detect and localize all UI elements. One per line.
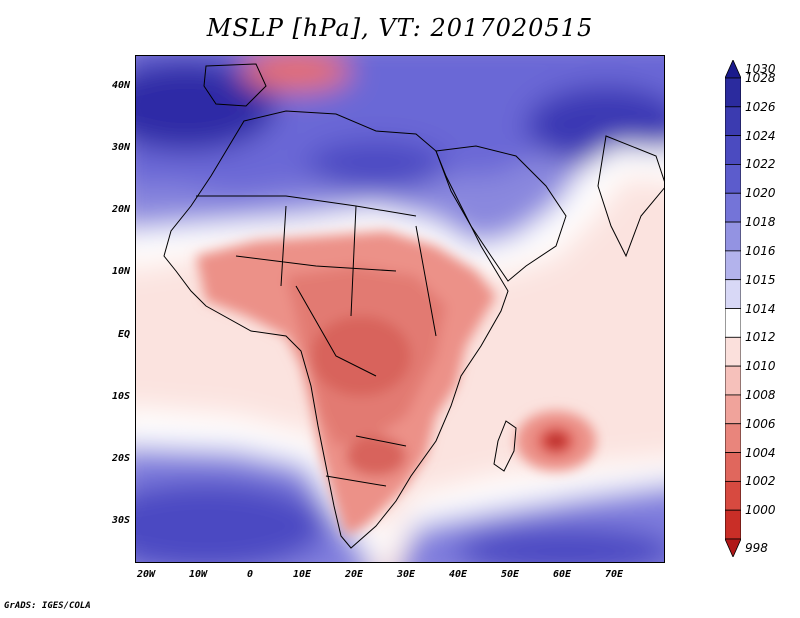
lon-label-50e: 50E [500, 569, 520, 580]
colorbar-label: 1014 [745, 301, 776, 316]
colorbar-swatch [725, 336, 741, 367]
colorbar-label: 1004 [745, 445, 776, 460]
africa-coastline [163, 110, 509, 549]
colorbar-swatch [725, 279, 741, 309]
madagascar-coastline [493, 420, 517, 472]
lat-label-10s: 10S [111, 391, 130, 402]
lat-label-eq: EQ [117, 329, 130, 340]
colorbar-label: 998 [745, 541, 768, 555]
colorbar-swatch [725, 164, 741, 194]
colorbar-swatch [725, 106, 741, 137]
colorbar-label: 1015 [745, 272, 776, 287]
lon-label-70e: 70E [604, 569, 624, 580]
lat-label-40n: 40N [111, 80, 130, 91]
colorbar-label: 1002 [745, 474, 776, 489]
colorbar-swatch [725, 509, 741, 540]
colorbar-label: 1030 [745, 62, 776, 76]
colorbar-label: 1012 [745, 330, 776, 345]
colorbar-swatch [725, 480, 741, 511]
lat-label-30n: 30N [111, 142, 130, 153]
lat-label-20s: 20S [111, 453, 130, 464]
colorbar-swatch [725, 308, 741, 338]
lat-label-10n: 10N [111, 266, 130, 277]
colorbar-swatch-top [725, 60, 741, 79]
colorbar-swatch [725, 423, 741, 453]
lon-label-30e: 30E [396, 569, 416, 580]
colorbar-label: 1006 [745, 416, 776, 431]
lon-label-40e: 40E [448, 569, 468, 580]
lon-label-10e: 10E [292, 569, 312, 580]
coastlines [163, 63, 664, 549]
colorbar-swatch [725, 394, 741, 425]
lat-label-30s: 30S [111, 515, 130, 526]
lon-label-10w: 10W [188, 569, 208, 580]
colorbar-swatch-bottom [725, 538, 741, 557]
colorbar-label: 1028 [745, 71, 776, 85]
lon-label-20e: 20E [344, 569, 364, 580]
colorbar-label: 1016 [745, 243, 776, 258]
colorbar-label: 1026 [745, 99, 776, 114]
colorbar-swatch [725, 452, 741, 482]
colorbar-label: 1024 [745, 128, 776, 143]
pressure-map [135, 55, 665, 563]
colorbar-label: 1020 [745, 186, 776, 201]
colorbar [725, 60, 741, 557]
colorbar-swatch [725, 250, 741, 281]
colorbar-label: 1018 [745, 215, 776, 230]
map-svg [136, 56, 664, 562]
colorbar-label: 1010 [745, 359, 776, 374]
colorbar-swatch [725, 135, 741, 165]
chart-title: MSLP [hPa], VT: 2017020515 [206, 14, 594, 42]
lon-label-0: 0 [246, 569, 254, 580]
lon-label-60e: 60E [552, 569, 572, 580]
colorbar-label: 1022 [745, 157, 776, 172]
colorbar-label: 1000 [745, 503, 776, 518]
colorbar-swatch [725, 192, 741, 223]
continental-low [196, 231, 596, 536]
footer-credit: GrADS: IGES/COLA [4, 601, 91, 611]
iberia-coastline [203, 63, 267, 107]
colorbar-label: 1008 [745, 387, 776, 402]
interior-borders [196, 195, 437, 487]
india-coastline [597, 135, 664, 258]
lon-label-20w: 20W [136, 569, 156, 580]
colorbar-swatch [725, 221, 741, 252]
colorbar-swatch [725, 77, 741, 108]
colorbar-swatch [725, 365, 741, 396]
arabia-coastline [435, 145, 567, 282]
lat-label-20n: 20N [111, 204, 130, 215]
